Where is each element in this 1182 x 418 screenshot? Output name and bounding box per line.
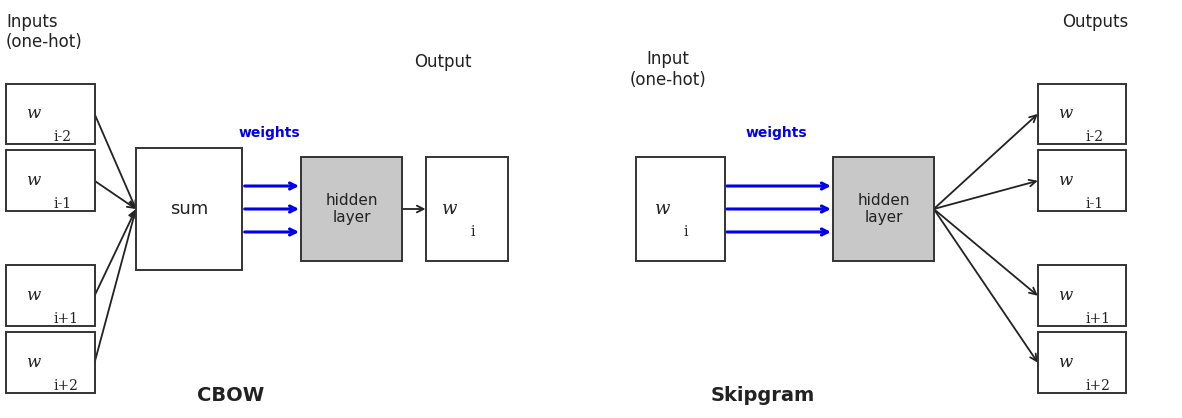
Text: Output: Output xyxy=(415,53,472,71)
Text: w: w xyxy=(26,172,40,189)
Text: Inputs
(one-hot): Inputs (one-hot) xyxy=(6,13,83,51)
Bar xyxy=(1038,265,1126,326)
Bar xyxy=(6,150,95,211)
Text: w: w xyxy=(1058,287,1073,304)
Text: hidden
layer: hidden layer xyxy=(325,193,378,225)
Text: i+1: i+1 xyxy=(1085,312,1111,326)
Text: w: w xyxy=(442,200,457,218)
Bar xyxy=(833,157,934,261)
Bar xyxy=(301,157,402,261)
Text: i-1: i-1 xyxy=(1085,197,1104,211)
Text: Skipgram: Skipgram xyxy=(710,387,814,405)
Bar xyxy=(1038,84,1126,144)
Text: w: w xyxy=(26,354,40,371)
Bar xyxy=(426,157,508,261)
Text: i-2: i-2 xyxy=(1085,130,1104,144)
Text: Input
(one-hot): Input (one-hot) xyxy=(630,50,706,89)
Text: i-2: i-2 xyxy=(54,130,72,144)
Text: i: i xyxy=(683,225,688,239)
Bar xyxy=(6,84,95,144)
Text: hidden
layer: hidden layer xyxy=(857,193,910,225)
Text: weights: weights xyxy=(746,126,807,140)
Text: w: w xyxy=(655,200,671,218)
Text: sum: sum xyxy=(170,200,208,218)
Text: i-1: i-1 xyxy=(54,197,72,211)
Text: i: i xyxy=(470,225,475,239)
Text: Outputs: Outputs xyxy=(1063,13,1129,31)
Text: w: w xyxy=(1058,172,1073,189)
Bar xyxy=(1038,150,1126,211)
Text: i+1: i+1 xyxy=(54,312,79,326)
Bar xyxy=(6,332,95,393)
Text: w: w xyxy=(1058,105,1073,122)
Bar xyxy=(1038,332,1126,393)
Text: weights: weights xyxy=(239,126,300,140)
Text: i+2: i+2 xyxy=(1085,379,1111,393)
Bar xyxy=(136,148,242,270)
Text: i+2: i+2 xyxy=(54,379,79,393)
Text: w: w xyxy=(1058,354,1073,371)
Bar xyxy=(6,265,95,326)
Text: w: w xyxy=(26,287,40,304)
Bar xyxy=(636,157,725,261)
Text: w: w xyxy=(26,105,40,122)
Text: CBOW: CBOW xyxy=(197,387,264,405)
